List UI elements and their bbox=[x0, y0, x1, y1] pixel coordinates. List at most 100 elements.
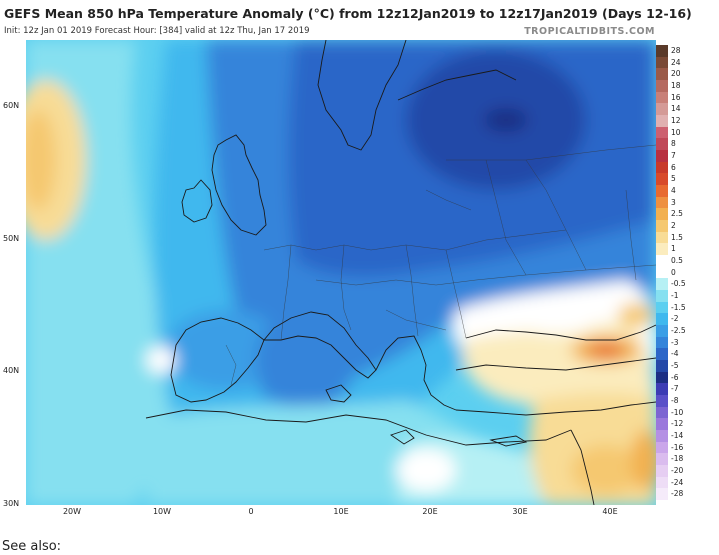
legend-swatch bbox=[656, 406, 668, 419]
legend-swatch bbox=[656, 103, 668, 116]
legend-swatch bbox=[656, 395, 668, 408]
legend-swatch bbox=[656, 231, 668, 244]
great-britain-coast bbox=[211, 134, 267, 236]
legend-swatch bbox=[656, 301, 668, 314]
legend-label: 28 bbox=[671, 46, 681, 55]
legend-label: 10 bbox=[671, 127, 681, 137]
baltic-coast bbox=[397, 69, 517, 101]
map-title: GEFS Mean 850 hPa Temperature Anomaly (°… bbox=[4, 6, 692, 21]
legend-swatch bbox=[656, 220, 668, 233]
country-borders bbox=[225, 144, 656, 386]
legend-label: -24 bbox=[671, 477, 684, 487]
legend-label: -8 bbox=[671, 396, 679, 405]
legend-label: 1 bbox=[671, 244, 676, 254]
legend-label: 2.5 bbox=[671, 209, 683, 219]
legend-label: 0 bbox=[671, 267, 676, 277]
anomaly-map-svg bbox=[26, 40, 656, 505]
legend-label: -28 bbox=[671, 489, 684, 499]
legend-swatch bbox=[656, 91, 668, 104]
legend-label: 0.5 bbox=[671, 256, 683, 265]
lon-label-10w: 10W bbox=[152, 507, 172, 516]
lat-label-30n: 30N bbox=[3, 499, 20, 508]
legend-swatch bbox=[656, 290, 668, 303]
legend-swatch bbox=[656, 488, 668, 501]
legend-swatch bbox=[656, 453, 668, 466]
legend-swatch bbox=[656, 208, 668, 221]
iberia-coast bbox=[170, 317, 265, 403]
legend-swatch bbox=[656, 150, 668, 163]
see-also-text: See also: bbox=[2, 539, 62, 554]
levant-coast bbox=[570, 429, 595, 505]
legend-label: 24 bbox=[671, 57, 681, 67]
black-sea-north-coast bbox=[465, 324, 656, 341]
ireland-coast bbox=[181, 179, 213, 223]
legend-swatch bbox=[656, 161, 668, 174]
legend-label: -16 bbox=[671, 442, 684, 452]
lat-label-60n: 60N bbox=[3, 101, 20, 110]
color-scale-legend: 28 24 20 18 16 14 12 10 8 7 6 5 4 3 2.5 2 1.5 1 0.5 0 -0.5 -1… bbox=[656, 45, 717, 501]
source-watermark[interactable]: TROPICALTIDBITS.COM bbox=[524, 26, 655, 37]
map-header: GEFS Mean 850 hPa Temperature Anomaly (°… bbox=[0, 0, 719, 40]
legend-swatch bbox=[656, 325, 668, 338]
legend-label: 12 bbox=[671, 116, 681, 125]
legend-label: -7 bbox=[671, 384, 679, 394]
legend-swatch bbox=[656, 336, 668, 349]
legend-label: -2.5 bbox=[671, 326, 686, 335]
scandinavia-coast bbox=[317, 40, 407, 151]
legend-label: 3 bbox=[671, 197, 676, 207]
legend-label: 1.5 bbox=[671, 232, 683, 242]
legend-swatch bbox=[656, 185, 668, 198]
crete-coast bbox=[489, 435, 528, 447]
anomaly-field bbox=[26, 40, 656, 505]
lon-label-20e: 20E bbox=[422, 507, 438, 516]
turkey-south-coast bbox=[455, 401, 656, 416]
legend-label: 8 bbox=[671, 139, 676, 149]
map-init-info: Init: 12z Jan 01 2019 Forecast Hour: [38… bbox=[4, 26, 310, 36]
lon-label-0: 0 bbox=[248, 507, 254, 516]
legend-label: -12 bbox=[671, 419, 684, 429]
legend-swatch bbox=[656, 266, 668, 279]
legend-swatch bbox=[656, 243, 668, 256]
legend-swatch bbox=[656, 441, 668, 454]
legend-label: 14 bbox=[671, 104, 681, 114]
legend-label: 7 bbox=[671, 151, 676, 160]
balkans-coast bbox=[375, 335, 457, 411]
legend-swatch bbox=[656, 126, 668, 139]
legend-label: -0.5 bbox=[671, 279, 686, 289]
legend-swatch bbox=[656, 476, 668, 489]
legend-swatch bbox=[656, 360, 668, 373]
legend-swatch bbox=[656, 138, 668, 151]
legend-label: -10 bbox=[671, 407, 684, 417]
legend-label: 2 bbox=[671, 221, 676, 230]
legend-label: -18 bbox=[671, 454, 684, 464]
legend-swatch bbox=[656, 465, 668, 478]
legend-label: -5 bbox=[671, 361, 679, 370]
lat-label-40n: 40N bbox=[3, 366, 20, 375]
legend-swatch bbox=[656, 383, 668, 396]
legend-swatch bbox=[656, 255, 668, 268]
legend-swatch bbox=[656, 80, 668, 93]
legend-label: -2 bbox=[671, 314, 679, 324]
legend-swatch bbox=[656, 173, 668, 186]
legend-label: 5 bbox=[671, 174, 676, 184]
legend-label: -14 bbox=[671, 431, 684, 440]
black-sea-south-coast bbox=[455, 357, 656, 371]
legend-label: 6 bbox=[671, 162, 676, 172]
legend-swatch bbox=[656, 313, 668, 326]
legend-swatch bbox=[656, 278, 668, 291]
legend-swatch bbox=[656, 45, 668, 58]
legend-label: 18 bbox=[671, 81, 681, 90]
anomaly-map bbox=[26, 40, 656, 505]
legend-swatch bbox=[656, 68, 668, 81]
lon-label-30e: 30E bbox=[512, 507, 528, 516]
north-africa-coast bbox=[145, 409, 572, 446]
coastlines bbox=[145, 40, 656, 505]
legend-swatch bbox=[656, 348, 668, 361]
legend-swatch bbox=[656, 115, 668, 128]
legend-swatch bbox=[656, 196, 668, 209]
legend-swatch bbox=[656, 56, 668, 69]
legend-label: -1 bbox=[671, 291, 679, 300]
legend-swatch bbox=[656, 418, 668, 431]
legend-label: 4 bbox=[671, 186, 676, 195]
lon-label-40e: 40E bbox=[602, 507, 618, 516]
